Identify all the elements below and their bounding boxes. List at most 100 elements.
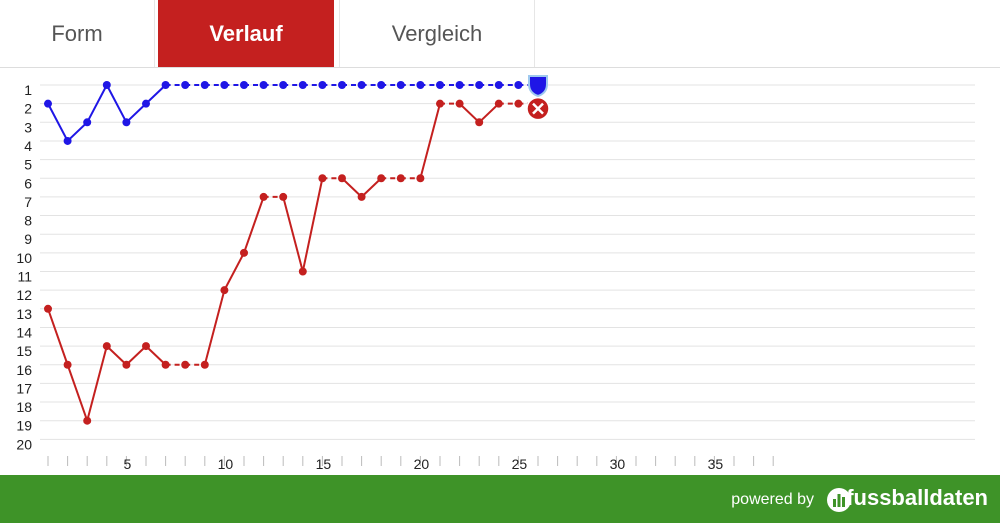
y-tick-label: 16 xyxy=(16,362,32,378)
powered-by-label: powered by xyxy=(731,491,814,508)
series-1-segment xyxy=(203,289,226,366)
series-0-point xyxy=(396,81,405,89)
y-tick-label: 17 xyxy=(16,380,32,396)
series-1-segment xyxy=(301,178,324,272)
series-1-point xyxy=(416,174,425,183)
y-tick-label: 8 xyxy=(24,213,32,229)
x-tick-label: 20 xyxy=(414,456,430,472)
series-1-segment xyxy=(341,177,363,198)
series-1-segment xyxy=(360,177,382,198)
y-tick-label: 5 xyxy=(24,157,32,173)
series-1-point xyxy=(240,248,248,257)
series-0-point xyxy=(338,81,346,89)
series-0-point xyxy=(63,136,72,145)
series-0-point xyxy=(455,81,464,89)
y-tick-label: 15 xyxy=(16,343,32,359)
y-tick-label: 9 xyxy=(24,231,32,247)
series-1-point xyxy=(436,99,444,108)
series-1-point xyxy=(44,304,52,313)
tab-vergleich-label: Vergleich xyxy=(391,20,483,46)
series-1-point xyxy=(338,174,346,183)
y-tick-label: 7 xyxy=(24,194,32,210)
fussballdaten-logo[interactable]: fussballdaten xyxy=(846,485,988,510)
series-1-segment xyxy=(66,364,89,422)
tab-verlauf-label: Verlauf xyxy=(209,20,283,46)
x-tick-label: 5 xyxy=(124,456,132,472)
series-0-point xyxy=(220,81,229,89)
x-tick-label: 30 xyxy=(610,456,626,472)
series-1-point xyxy=(220,286,229,295)
y-tick-label: 19 xyxy=(16,418,32,434)
x-tick-label: 25 xyxy=(512,456,528,472)
series-1-point xyxy=(377,174,386,183)
team-a-crest-icon xyxy=(528,75,548,98)
tab-vergleich[interactable]: Vergleich xyxy=(339,0,535,67)
footer: powered by fussballdaten xyxy=(0,475,1000,523)
series-0-point xyxy=(494,81,503,89)
series-1-segment xyxy=(145,345,167,366)
series-1-point xyxy=(259,192,268,201)
y-tick-label: 6 xyxy=(24,175,32,191)
series-1-segment xyxy=(106,345,128,366)
series-1-point xyxy=(455,99,464,108)
x-tick-label: 10 xyxy=(218,456,234,472)
series-0-point xyxy=(161,81,170,89)
series-1-point xyxy=(142,342,150,351)
series-0-point xyxy=(122,118,131,127)
series-1-point xyxy=(318,174,327,183)
series-0-point xyxy=(200,81,209,89)
series-1-segment xyxy=(458,102,480,124)
y-tick-label: 4 xyxy=(24,138,32,154)
series-0-point xyxy=(102,81,111,89)
series-1-segment xyxy=(282,196,304,272)
series-0-segment xyxy=(86,84,108,123)
series-0-point xyxy=(259,81,268,89)
team-b-crest-icon xyxy=(526,96,550,121)
series-1-point xyxy=(200,360,209,369)
y-tick-label: 13 xyxy=(16,306,32,322)
series-0-point xyxy=(475,81,484,89)
series-0-point xyxy=(83,118,92,127)
series-0-point xyxy=(436,81,444,89)
series-1-segment xyxy=(478,102,500,124)
series-0-segment xyxy=(47,103,69,142)
series-1-point xyxy=(298,267,307,276)
series-1-segment xyxy=(419,103,441,179)
series-0-point xyxy=(44,99,52,108)
series-1-point xyxy=(102,342,111,351)
y-tick-label: 11 xyxy=(17,269,32,285)
series-0-point xyxy=(416,81,425,89)
series-1-point xyxy=(279,192,288,201)
y-tick-label: 12 xyxy=(16,287,32,303)
tab-form[interactable]: Form xyxy=(0,0,155,67)
series-1-segment xyxy=(243,196,265,254)
tab-bar: Form Verlauf Vergleich xyxy=(0,0,1000,68)
y-tick-label: 2 xyxy=(24,101,32,117)
series-1-point xyxy=(357,192,366,201)
series-0-point xyxy=(514,81,523,89)
series-0-segment xyxy=(105,84,128,123)
y-tick-label: 3 xyxy=(24,119,32,135)
y-tick-label: 20 xyxy=(16,436,32,452)
series-1-segment xyxy=(125,345,147,366)
y-tick-label: 1 xyxy=(24,82,32,98)
series-0-point xyxy=(357,81,366,89)
y-tick-label: 18 xyxy=(16,399,32,415)
series-0-point xyxy=(240,81,248,89)
series-1-point xyxy=(181,360,190,369)
series-1-point xyxy=(63,360,72,369)
series-1-point xyxy=(396,174,405,183)
y-tick-label: 10 xyxy=(16,250,32,266)
series-0-point xyxy=(181,81,190,89)
series-0-segment xyxy=(125,102,147,124)
series-0-point xyxy=(377,81,386,89)
series-1-point xyxy=(475,118,484,127)
y-tick-label: 14 xyxy=(16,324,32,340)
bar-chart-icon xyxy=(827,488,851,512)
tab-verlauf[interactable]: Verlauf xyxy=(158,0,334,67)
x-tick-label: 35 xyxy=(708,456,724,472)
series-0-segment xyxy=(145,84,167,105)
series-1-point xyxy=(161,360,170,369)
series-0-segment xyxy=(66,121,88,142)
